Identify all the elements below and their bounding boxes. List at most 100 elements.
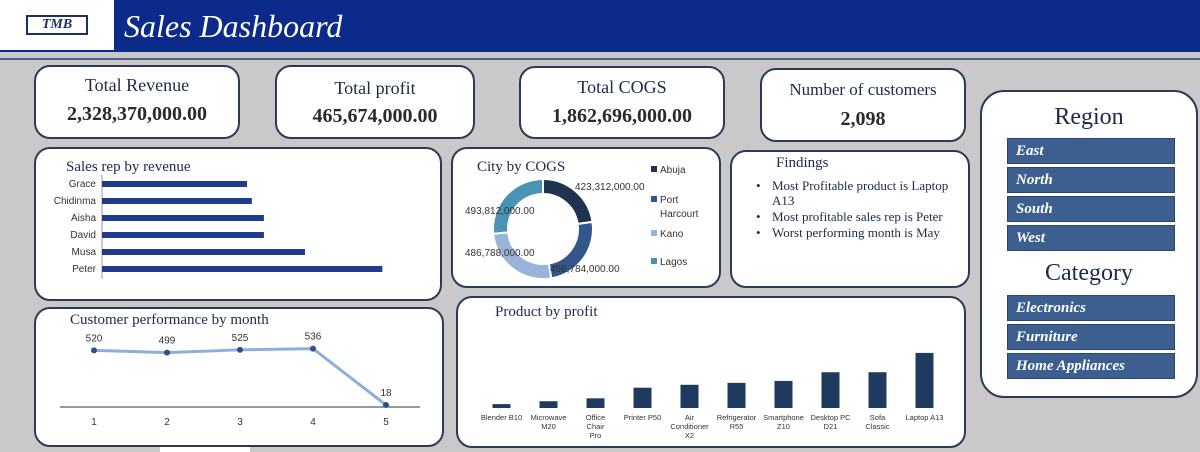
legend-swatch — [651, 196, 657, 202]
category-item-electronics[interactable]: Electronics — [1007, 295, 1175, 321]
data-point — [310, 345, 316, 352]
category-slicer-title: Category — [1045, 260, 1133, 286]
rep-label: Aisha — [71, 213, 96, 224]
data-point — [237, 346, 243, 353]
legend-label: Lagos — [660, 257, 687, 268]
region-item-north[interactable]: North — [1007, 167, 1175, 193]
rep-label: Grace — [69, 179, 97, 190]
product-bar — [727, 382, 746, 408]
kpi-label: Total Revenue — [84, 75, 190, 95]
legend-label: Kano — [660, 229, 684, 240]
finding-item: Most profitable sales rep is Peter — [754, 209, 964, 224]
product-bar — [868, 372, 887, 408]
tick-label: 3 — [237, 417, 243, 428]
finding-item: Worst performing month is May — [754, 225, 964, 240]
rep-label: Peter — [72, 264, 97, 275]
city-cogs-panel: City by COGS 423,312,000.00 458,784,000.0… — [451, 147, 721, 288]
rep-label: Chidinma — [54, 196, 97, 207]
region-item-south[interactable]: South — [1007, 196, 1175, 222]
product-label: Refrigerator R55 — [717, 413, 757, 431]
customer-month-panel: Customer performance by month 520 1 499 2 52… — [34, 307, 444, 447]
scroll-strip — [160, 447, 250, 452]
tick-label: 1 — [91, 417, 97, 428]
kpi-label: Number of customers — [789, 80, 937, 99]
sales-rep-chart: Grace Chidinma Aisha David Musa Peter — [54, 175, 383, 279]
rep-bar — [102, 198, 252, 204]
product-bar — [915, 352, 934, 408]
data-point — [164, 349, 170, 356]
donut-data-label: 458,784,000.00 — [550, 264, 620, 275]
data-label: 520 — [86, 333, 103, 344]
series-line — [93, 347, 387, 407]
legend-swatch — [651, 258, 657, 264]
product-label: Printer P50 — [624, 413, 662, 422]
product-label: Air Conditioner X2 — [670, 413, 709, 440]
data-label: 18 — [380, 388, 392, 399]
product-label: Desktop PC D21 — [810, 413, 851, 431]
data-label: 499 — [159, 336, 176, 347]
donut-slice — [492, 177, 544, 235]
product-bar — [633, 387, 652, 408]
finding-item: Most Profitable product is Laptop A13 — [754, 178, 964, 208]
product-profit-panel: Product by profit Blender B10 Microwave M2… — [456, 296, 966, 448]
region-item-east[interactable]: East — [1007, 138, 1175, 164]
product-label: Microwave M20 — [531, 413, 567, 431]
kpi-value: 2,098 — [840, 108, 886, 130]
panel-title: City by COGS — [477, 159, 566, 175]
product-label: Smartphone Z10 — [763, 413, 804, 431]
tick-label: 5 — [383, 417, 389, 428]
kpi-value: 2,328,370,000.00 — [67, 103, 207, 125]
category-item-furniture[interactable]: Furniture — [1007, 324, 1175, 350]
donut-data-label: 486,788,000.00 — [465, 248, 535, 259]
page-title: Sales Dashboard — [124, 8, 343, 44]
panel-title: Customer performance by month — [70, 312, 269, 328]
product-bar — [492, 404, 511, 408]
data-point — [91, 347, 97, 354]
panel-title: Product by profit — [495, 304, 598, 320]
panel-title: Findings — [776, 155, 829, 171]
customer-month-chart: 520 1 499 2 525 3 536 4 18 5 — [60, 332, 420, 428]
logo-area: TMB — [0, 0, 114, 50]
product-bar — [586, 398, 605, 408]
sales-rep-panel: Sales rep by revenue Grace Chidinma Aisha D… — [34, 147, 442, 301]
tick-label: 2 — [164, 417, 170, 428]
data-point — [383, 402, 389, 409]
rep-bar — [102, 215, 264, 221]
rep-label: Musa — [72, 247, 97, 258]
tick-label: 4 — [310, 417, 316, 428]
product-label: Sofa Classic — [865, 413, 889, 431]
kpi-value: 465,674,000.00 — [312, 105, 438, 127]
donut-data-label: 423,312,000.00 — [575, 182, 645, 193]
header-bar: TMB Sales Dashboard — [0, 0, 1200, 52]
product-bar — [774, 380, 793, 408]
findings-panel: Findings Most Profitable product is Lapt… — [730, 150, 970, 288]
rep-bar — [102, 266, 383, 272]
product-label: Blender B10 — [481, 413, 522, 422]
kpi-card-customers: Number of customers 2,098 — [760, 68, 966, 142]
donut-data-label: 493,812,000.00 — [465, 206, 535, 217]
kpi-card-cogs: Total COGS 1,862,696,000.00 — [519, 66, 725, 139]
rep-bar — [102, 181, 247, 187]
legend-label: Abuja — [660, 165, 686, 176]
divider — [0, 58, 1200, 60]
slicer-panel: Region East North South West Category El… — [980, 90, 1198, 398]
category-item-home-appliances[interactable]: Home Appliances — [1007, 353, 1175, 379]
rep-bar — [102, 232, 264, 238]
product-bar — [821, 372, 840, 408]
panel-title: Sales rep by revenue — [66, 159, 191, 175]
kpi-card-revenue: Total Revenue 2,328,370,000.00 — [34, 65, 240, 139]
region-item-west[interactable]: West — [1007, 225, 1175, 251]
data-label: 536 — [305, 332, 322, 343]
data-label: 525 — [232, 333, 249, 344]
kpi-label: Total profit — [334, 78, 416, 98]
product-profit-chart: Blender B10 Microwave M20 Office Chair Pro Pri… — [481, 352, 944, 440]
rep-label: David — [70, 230, 96, 241]
product-bar — [539, 401, 558, 408]
product-bar — [680, 384, 699, 408]
product-label: Laptop A13 — [906, 413, 944, 422]
product-label: Office Chair Pro — [586, 413, 605, 440]
legend-label: Port Harcourt — [660, 195, 699, 220]
city-cogs-chart: 423,312,000.00 458,784,000.00 486,788,000.… — [465, 165, 699, 280]
legend-swatch — [651, 230, 657, 236]
kpi-value: 1,862,696,000.00 — [552, 105, 692, 127]
